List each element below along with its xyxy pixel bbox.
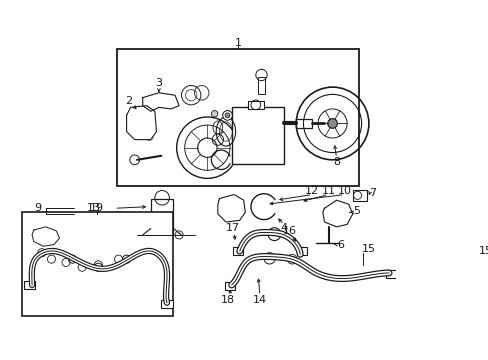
- Bar: [296, 118, 312, 128]
- Bar: [117, 49, 359, 186]
- Text: 10: 10: [337, 185, 351, 195]
- Text: 9: 9: [34, 203, 41, 213]
- Bar: [24, 281, 35, 289]
- Text: 15: 15: [478, 246, 488, 256]
- Text: 12: 12: [305, 185, 319, 195]
- Bar: [385, 270, 397, 278]
- Text: 16: 16: [282, 226, 296, 236]
- Bar: [161, 300, 172, 307]
- Circle shape: [222, 111, 232, 120]
- Text: 5: 5: [352, 206, 360, 216]
- Polygon shape: [322, 200, 352, 227]
- Bar: [233, 247, 243, 255]
- Bar: [224, 282, 234, 290]
- Text: 1: 1: [234, 38, 242, 48]
- Text: 18: 18: [220, 294, 234, 305]
- Circle shape: [224, 113, 229, 118]
- Text: 7: 7: [368, 188, 376, 198]
- Text: 6: 6: [336, 240, 344, 249]
- Bar: [258, 77, 264, 94]
- Bar: [352, 190, 366, 201]
- Text: 8: 8: [332, 157, 340, 167]
- Circle shape: [327, 118, 337, 128]
- Text: 3: 3: [155, 78, 162, 88]
- Text: 15: 15: [361, 244, 375, 254]
- Bar: [150, 199, 173, 235]
- Polygon shape: [126, 106, 156, 140]
- Bar: [296, 247, 306, 255]
- Bar: [21, 212, 173, 316]
- Text: 19: 19: [89, 203, 103, 213]
- Text: 17: 17: [225, 224, 240, 234]
- Bar: [247, 101, 264, 109]
- Text: 2: 2: [124, 96, 131, 106]
- Polygon shape: [142, 93, 179, 111]
- Bar: [231, 107, 284, 164]
- Text: 13: 13: [87, 203, 101, 213]
- Text: 4: 4: [280, 224, 287, 234]
- Polygon shape: [32, 227, 60, 246]
- Polygon shape: [218, 194, 245, 222]
- Text: 14: 14: [252, 294, 266, 305]
- Circle shape: [211, 111, 218, 117]
- Text: 11: 11: [321, 185, 335, 195]
